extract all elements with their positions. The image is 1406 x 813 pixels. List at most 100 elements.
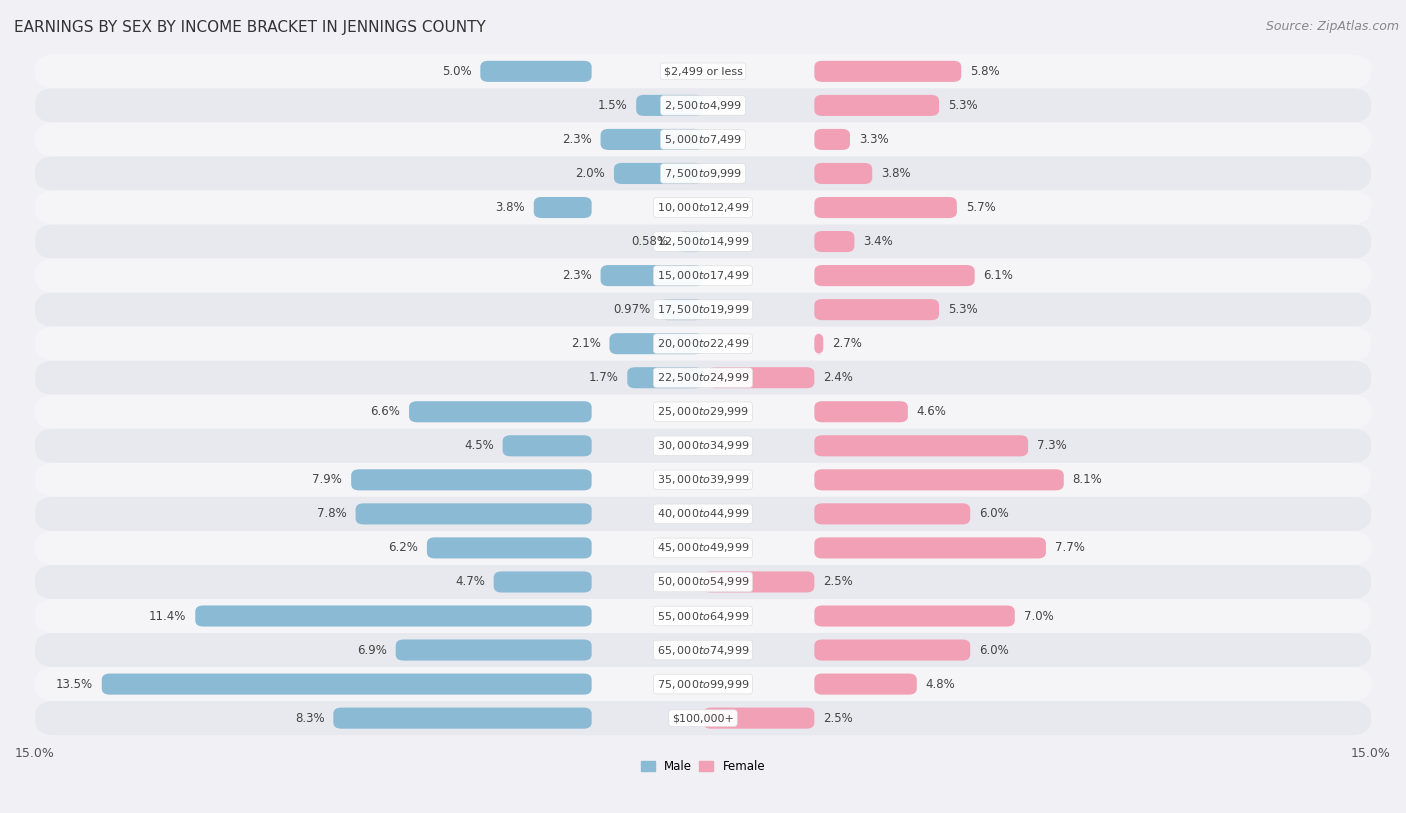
- Text: 2.1%: 2.1%: [571, 337, 600, 350]
- FancyBboxPatch shape: [600, 129, 703, 150]
- FancyBboxPatch shape: [814, 469, 1064, 490]
- Text: 3.8%: 3.8%: [882, 167, 911, 180]
- FancyBboxPatch shape: [35, 156, 1371, 190]
- Text: $22,500 to $24,999: $22,500 to $24,999: [657, 372, 749, 385]
- Text: 2.3%: 2.3%: [562, 269, 592, 282]
- Text: 7.7%: 7.7%: [1054, 541, 1084, 554]
- FancyBboxPatch shape: [356, 503, 592, 524]
- FancyBboxPatch shape: [35, 327, 1371, 361]
- Text: 3.3%: 3.3%: [859, 133, 889, 146]
- FancyBboxPatch shape: [35, 463, 1371, 497]
- FancyBboxPatch shape: [627, 367, 703, 389]
- FancyBboxPatch shape: [35, 54, 1371, 89]
- FancyBboxPatch shape: [814, 299, 939, 320]
- Text: $5,000 to $7,499: $5,000 to $7,499: [664, 133, 742, 146]
- Text: 6.0%: 6.0%: [979, 644, 1010, 657]
- Text: 1.5%: 1.5%: [598, 99, 627, 112]
- FancyBboxPatch shape: [659, 299, 703, 320]
- Text: $2,500 to $4,999: $2,500 to $4,999: [664, 99, 742, 112]
- FancyBboxPatch shape: [814, 231, 855, 252]
- Text: 1.7%: 1.7%: [589, 372, 619, 385]
- Text: EARNINGS BY SEX BY INCOME BRACKET IN JENNINGS COUNTY: EARNINGS BY SEX BY INCOME BRACKET IN JEN…: [14, 20, 486, 35]
- Text: 7.8%: 7.8%: [316, 507, 347, 520]
- Text: $2,499 or less: $2,499 or less: [664, 67, 742, 76]
- FancyBboxPatch shape: [814, 503, 970, 524]
- FancyBboxPatch shape: [814, 435, 1028, 456]
- Text: 3.4%: 3.4%: [863, 235, 893, 248]
- Text: $45,000 to $49,999: $45,000 to $49,999: [657, 541, 749, 554]
- FancyBboxPatch shape: [35, 497, 1371, 531]
- Text: 6.1%: 6.1%: [984, 269, 1014, 282]
- FancyBboxPatch shape: [814, 640, 970, 661]
- Text: 5.0%: 5.0%: [441, 65, 471, 78]
- Text: 6.6%: 6.6%: [370, 405, 401, 418]
- Text: 5.3%: 5.3%: [948, 303, 977, 316]
- FancyBboxPatch shape: [409, 401, 592, 422]
- Text: 11.4%: 11.4%: [149, 610, 187, 623]
- FancyBboxPatch shape: [35, 701, 1371, 735]
- Text: 7.9%: 7.9%: [312, 473, 342, 486]
- Text: 4.8%: 4.8%: [925, 677, 956, 690]
- FancyBboxPatch shape: [814, 95, 939, 116]
- Text: $35,000 to $39,999: $35,000 to $39,999: [657, 473, 749, 486]
- Text: $65,000 to $74,999: $65,000 to $74,999: [657, 644, 749, 657]
- FancyBboxPatch shape: [35, 428, 1371, 463]
- FancyBboxPatch shape: [707, 367, 814, 389]
- Text: $20,000 to $22,499: $20,000 to $22,499: [657, 337, 749, 350]
- Text: 2.0%: 2.0%: [575, 167, 605, 180]
- FancyBboxPatch shape: [814, 163, 872, 184]
- Text: 2.5%: 2.5%: [824, 576, 853, 589]
- Text: 8.3%: 8.3%: [295, 711, 325, 724]
- Text: 6.0%: 6.0%: [979, 507, 1010, 520]
- Text: 4.5%: 4.5%: [464, 439, 494, 452]
- FancyBboxPatch shape: [333, 707, 592, 728]
- FancyBboxPatch shape: [35, 224, 1371, 259]
- Text: 2.3%: 2.3%: [562, 133, 592, 146]
- Text: 4.7%: 4.7%: [456, 576, 485, 589]
- FancyBboxPatch shape: [35, 599, 1371, 633]
- FancyBboxPatch shape: [35, 361, 1371, 395]
- Text: 2.7%: 2.7%: [832, 337, 862, 350]
- FancyBboxPatch shape: [35, 259, 1371, 293]
- FancyBboxPatch shape: [534, 197, 592, 218]
- Text: $17,500 to $19,999: $17,500 to $19,999: [657, 303, 749, 316]
- Text: 5.3%: 5.3%: [948, 99, 977, 112]
- Text: 8.1%: 8.1%: [1073, 473, 1102, 486]
- Text: $25,000 to $29,999: $25,000 to $29,999: [657, 405, 749, 418]
- FancyBboxPatch shape: [35, 123, 1371, 156]
- FancyBboxPatch shape: [814, 197, 957, 218]
- FancyBboxPatch shape: [814, 265, 974, 286]
- FancyBboxPatch shape: [614, 163, 703, 184]
- FancyBboxPatch shape: [35, 293, 1371, 327]
- Text: $75,000 to $99,999: $75,000 to $99,999: [657, 677, 749, 690]
- FancyBboxPatch shape: [814, 333, 824, 354]
- FancyBboxPatch shape: [814, 401, 908, 422]
- FancyBboxPatch shape: [35, 395, 1371, 428]
- FancyBboxPatch shape: [352, 469, 592, 490]
- FancyBboxPatch shape: [636, 95, 703, 116]
- FancyBboxPatch shape: [814, 673, 917, 694]
- FancyBboxPatch shape: [502, 435, 592, 456]
- Text: $40,000 to $44,999: $40,000 to $44,999: [657, 507, 749, 520]
- Legend: Male, Female: Male, Female: [636, 755, 770, 778]
- FancyBboxPatch shape: [814, 61, 962, 82]
- FancyBboxPatch shape: [600, 265, 703, 286]
- Text: 7.0%: 7.0%: [1024, 610, 1053, 623]
- FancyBboxPatch shape: [35, 633, 1371, 667]
- Text: 3.8%: 3.8%: [495, 201, 524, 214]
- Text: 5.8%: 5.8%: [970, 65, 1000, 78]
- Text: 2.5%: 2.5%: [824, 711, 853, 724]
- Text: 6.2%: 6.2%: [388, 541, 418, 554]
- FancyBboxPatch shape: [703, 707, 814, 728]
- Text: 2.4%: 2.4%: [824, 372, 853, 385]
- Text: $30,000 to $34,999: $30,000 to $34,999: [657, 439, 749, 452]
- Text: 0.58%: 0.58%: [631, 235, 668, 248]
- FancyBboxPatch shape: [481, 61, 592, 82]
- Text: $50,000 to $54,999: $50,000 to $54,999: [657, 576, 749, 589]
- FancyBboxPatch shape: [609, 333, 703, 354]
- Text: 0.97%: 0.97%: [613, 303, 651, 316]
- FancyBboxPatch shape: [35, 667, 1371, 701]
- Text: $15,000 to $17,499: $15,000 to $17,499: [657, 269, 749, 282]
- Text: $7,500 to $9,999: $7,500 to $9,999: [664, 167, 742, 180]
- FancyBboxPatch shape: [427, 537, 592, 559]
